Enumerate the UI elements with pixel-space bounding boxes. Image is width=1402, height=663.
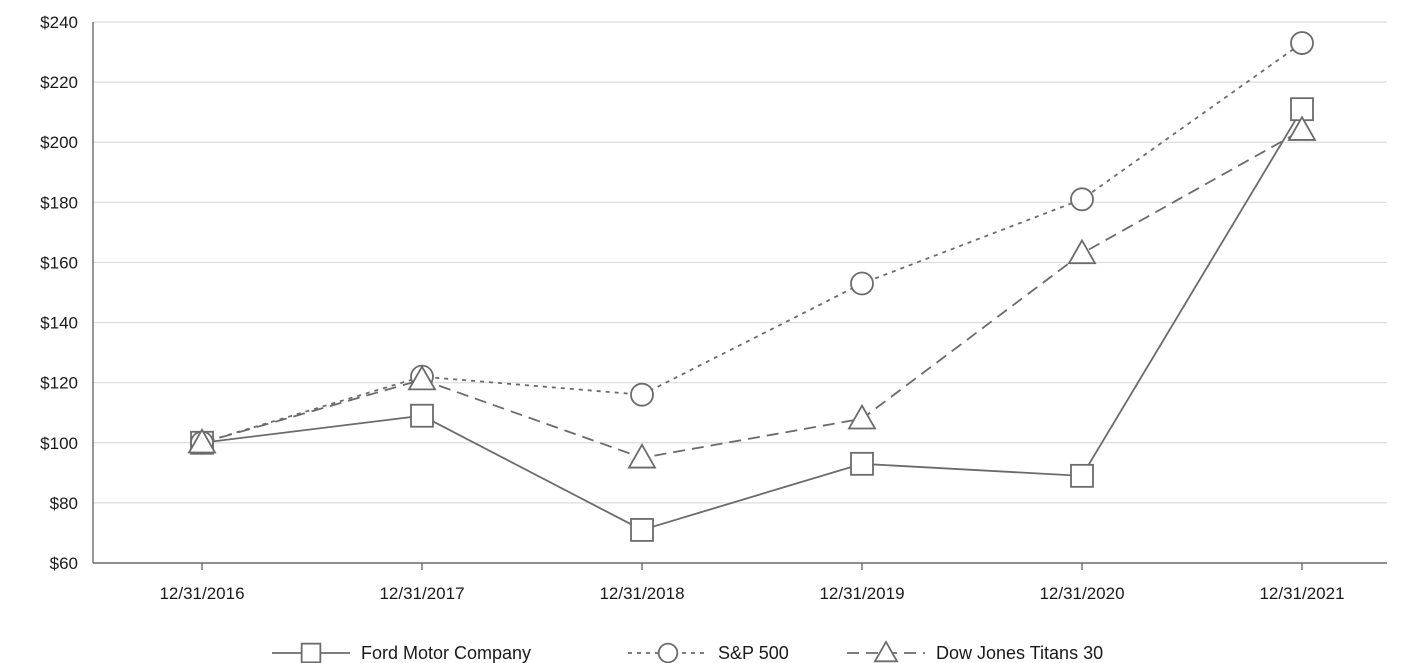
- data-point-triangle-4: [1067, 238, 1097, 265]
- legend-label: Dow Jones Titans 30: [936, 643, 1103, 663]
- legend: Ford Motor Company S&P 500 Dow Jones Titan…: [272, 640, 1103, 663]
- data-point-square-4: [1070, 463, 1094, 488]
- y-tick-label: $180: [40, 193, 78, 212]
- legend-triangle-icon: [873, 640, 899, 663]
- legend-label: S&P 500: [718, 643, 789, 663]
- x-axis-tick-labels: 12/31/2016 12/31/2017 12/31/2018 12/31/2019…: [159, 584, 1344, 603]
- x-tick-label: 12/31/2020: [1039, 584, 1124, 603]
- series-lines: [201, 42, 1303, 531]
- gridlines: [93, 21, 1387, 504]
- y-tick-label: $100: [40, 434, 78, 453]
- legend-label: Ford Motor Company: [361, 643, 531, 663]
- y-tick-label: $200: [40, 133, 78, 152]
- y-tick-label: $80: [50, 494, 78, 513]
- data-point-triangle-3: [847, 403, 877, 430]
- y-axis-tick-labels: $60 $80 $100 $120 $140 $160 $180 $200 $220 $240: [40, 13, 78, 573]
- y-tick-label: $120: [40, 374, 78, 393]
- series-line-1: [201, 42, 1303, 444]
- legend-square-icon: [300, 642, 322, 663]
- data-point-square-2: [630, 518, 654, 542]
- y-tick-label: $160: [40, 253, 78, 272]
- data-point-square-1: [410, 403, 434, 428]
- data-point-square-3: [850, 451, 874, 476]
- data-point-triangle-2: [627, 442, 657, 469]
- data-point-circle-4: [1070, 187, 1094, 212]
- y-tick-label: $140: [40, 314, 78, 333]
- y-tick-label: $240: [40, 13, 78, 32]
- y-tick-label: $220: [40, 73, 78, 92]
- x-tick-label: 12/31/2021: [1259, 584, 1344, 603]
- y-tick-label: $60: [50, 554, 78, 573]
- series-line-0: [201, 108, 1303, 531]
- series-markers: [187, 31, 1317, 542]
- data-point-triangle-5: [1287, 115, 1317, 141]
- data-point-circle-5: [1290, 31, 1314, 55]
- x-tick-label: 12/31/2017: [379, 584, 464, 603]
- data-point-circle-2: [630, 382, 654, 407]
- data-point-triangle-1: [407, 364, 437, 391]
- x-tick-label: 12/31/2018: [599, 584, 684, 603]
- x-tick-label: 12/31/2019: [819, 584, 904, 603]
- series-line-2: [201, 129, 1303, 459]
- data-point-triangle-0: [187, 427, 217, 454]
- legend-circle-icon: [657, 642, 679, 663]
- data-point-circle-3: [850, 271, 874, 296]
- axes: [92, 22, 1387, 570]
- x-tick-label: 12/31/2016: [159, 584, 244, 603]
